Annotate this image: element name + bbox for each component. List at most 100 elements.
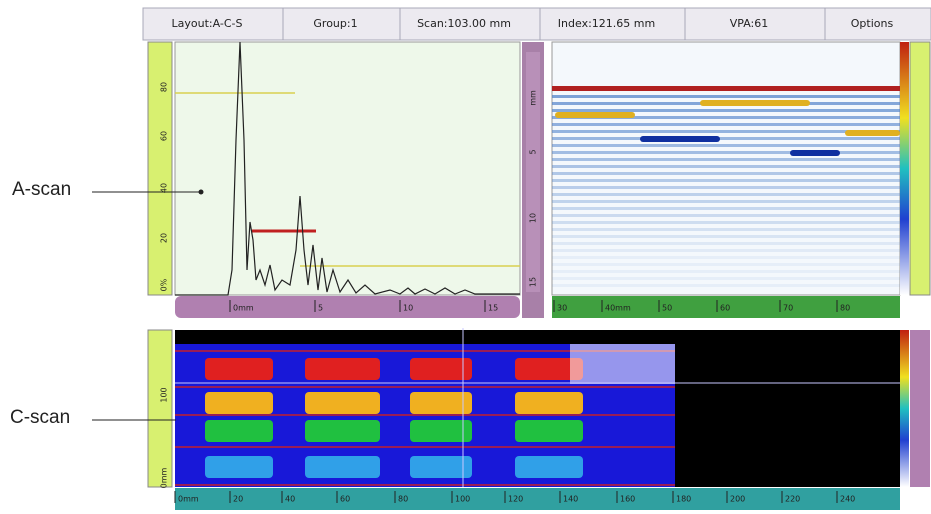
cscan-noise — [570, 344, 675, 384]
bscan-band — [552, 270, 900, 273]
ruler-label: 80 — [840, 304, 850, 313]
ruler-label: 40 — [285, 495, 295, 504]
ruler-label: 60 — [720, 304, 730, 313]
ascan-label: A-scan — [12, 179, 71, 200]
bscan-band — [552, 123, 900, 126]
bscan-y-ruler — [526, 52, 540, 292]
bscan-band — [552, 249, 900, 252]
ruler-label: 180 — [676, 495, 691, 504]
ascan-y-ruler — [148, 42, 172, 295]
ruler-label: 40mm — [605, 304, 631, 313]
bscan-band — [552, 151, 900, 154]
ruler-label: 120 — [508, 495, 523, 504]
bscan-bands — [552, 86, 900, 287]
bscan-band — [552, 137, 900, 140]
cscan-indication — [305, 392, 380, 414]
inspection-screen: Layout:A-C-S Group:1 Scan:103.00 mm Index:1… — [0, 0, 931, 514]
cscan-indication — [205, 456, 273, 478]
cscan-noise — [175, 446, 675, 448]
bscan-echo — [845, 130, 900, 136]
ascan-x-ruler — [175, 296, 520, 318]
bscan-band — [552, 109, 900, 112]
bscan-echo — [640, 136, 720, 142]
ruler-label: 0mm — [160, 467, 169, 488]
cscan-y-ruler — [148, 330, 172, 487]
ruler-label: 220 — [785, 495, 800, 504]
ascan-plot — [175, 42, 520, 295]
cscan-indication — [205, 420, 273, 442]
ruler-label: 10 — [403, 304, 413, 313]
cscan-indication — [305, 358, 380, 380]
ruler-label: 80 — [160, 82, 169, 92]
bscan-right-ruler — [910, 42, 930, 295]
ruler-label: mm — [529, 90, 538, 106]
bscan-band — [552, 158, 900, 161]
cscan-indication — [515, 392, 583, 414]
cscan-noise — [175, 484, 675, 486]
cscan-indication — [205, 392, 273, 414]
bscan-band — [552, 214, 900, 217]
ruler-label: 50 — [662, 304, 672, 313]
color-bar — [900, 42, 909, 295]
ruler-label: 5 — [529, 149, 538, 154]
bscan-band — [552, 186, 900, 189]
ruler-label: 80 — [398, 495, 408, 504]
bscan-band — [552, 200, 900, 203]
toolbar-label[interactable]: Index:121.65 mm — [558, 17, 655, 30]
cscan-noise — [175, 386, 675, 388]
bscan-echo — [700, 100, 810, 106]
ruler-label: 0% — [160, 278, 169, 291]
toolbar-label[interactable]: Scan:103.00 mm — [417, 17, 511, 30]
bscan-band — [552, 165, 900, 168]
ruler-label: 160 — [620, 495, 635, 504]
ruler-label: 70 — [783, 304, 793, 313]
bscan-band — [552, 207, 900, 210]
cscan-indication — [515, 420, 583, 442]
bscan-band — [552, 277, 900, 280]
cscan-noise — [175, 414, 675, 416]
toolbar-label[interactable]: VPA:61 — [730, 17, 769, 30]
bscan-band — [552, 263, 900, 266]
cscan-right-ruler — [910, 330, 930, 487]
bscan-band — [552, 221, 900, 224]
ruler-label: 60 — [340, 495, 350, 504]
ruler-label: 15 — [529, 277, 538, 287]
toolbar-label[interactable]: Layout:A-C-S — [172, 17, 243, 30]
backwall — [552, 86, 900, 91]
bscan-band — [552, 235, 900, 238]
ruler-label: 30 — [557, 304, 567, 313]
ruler-label: 20 — [233, 495, 243, 504]
ruler-label: 140 — [563, 495, 578, 504]
bscan-band — [552, 144, 900, 147]
cscan-indication — [305, 420, 380, 442]
color-bar — [900, 330, 909, 487]
bscan-band — [552, 95, 900, 98]
bscan-band — [552, 193, 900, 196]
bscan-band — [552, 256, 900, 259]
cscan-indication — [305, 456, 380, 478]
bscan-echo — [790, 150, 840, 156]
cscan-indication — [515, 456, 583, 478]
bscan-band — [552, 284, 900, 287]
ruler-label: 10 — [529, 213, 538, 223]
cscan-label: C-scan — [10, 407, 70, 428]
callout-dot — [199, 190, 204, 195]
toolbar: Layout:A-C-S Group:1 Scan:103.00 mm Index:1… — [143, 8, 931, 40]
ruler-label: 20 — [160, 233, 169, 243]
toolbar-label[interactable]: Options — [851, 17, 894, 30]
ruler-label: 0mm — [178, 495, 199, 504]
ruler-label: 200 — [730, 495, 745, 504]
ruler-label: 0mm — [233, 304, 254, 313]
ruler-label: 5 — [318, 304, 323, 313]
ruler-label: 100 — [455, 495, 470, 504]
toolbar-label[interactable]: Group:1 — [313, 17, 357, 30]
ruler-label: 60 — [160, 131, 169, 141]
bscan-band — [552, 179, 900, 182]
ruler-label: 15 — [488, 304, 498, 313]
ruler-label: 240 — [840, 495, 855, 504]
bscan-band — [552, 172, 900, 175]
bscan-band — [552, 242, 900, 245]
cscan-indication — [205, 358, 273, 380]
bscan-echo — [555, 112, 635, 118]
ruler-label: 40 — [160, 183, 169, 193]
